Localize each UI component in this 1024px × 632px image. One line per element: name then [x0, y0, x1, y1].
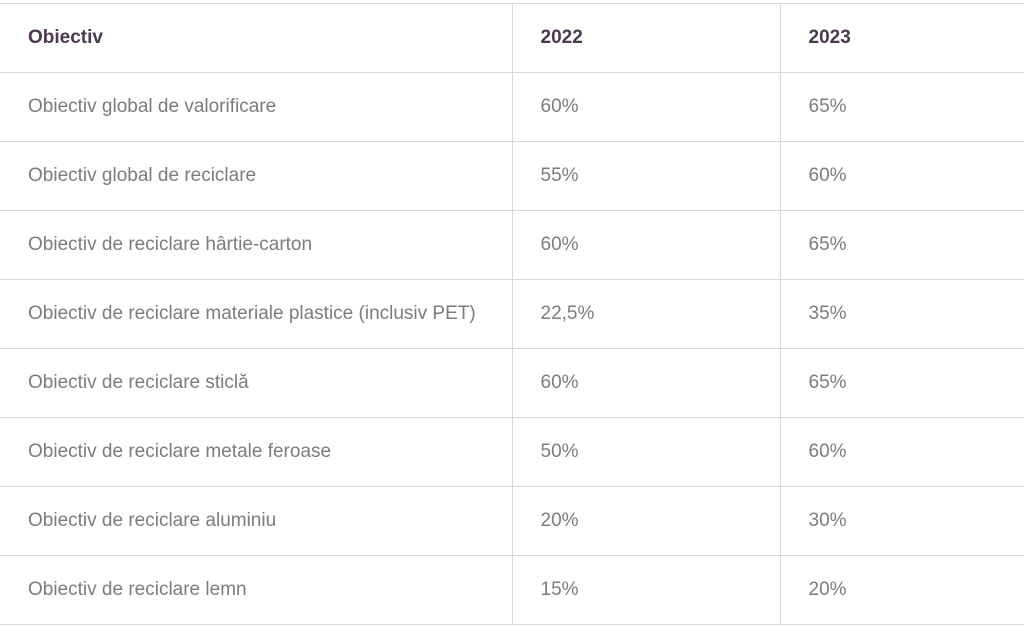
value-2023-cell: 20% — [780, 555, 1024, 625]
value-2022-cell: 50% — [512, 417, 781, 487]
value-2022-cell: 60% — [512, 210, 781, 280]
value-2022-cell: 20% — [512, 486, 781, 556]
value-2023-cell: 65% — [780, 72, 1024, 142]
recycling-targets-table: Obiectiv 2022 2023 Obiectiv global de va… — [0, 3, 1024, 625]
table-row: Obiectiv global de valorificare 60% 65% — [0, 72, 1024, 142]
table-row: Obiectiv de reciclare materiale plastice… — [0, 279, 1024, 349]
value-2023-cell: 65% — [780, 210, 1024, 280]
table-row: Obiectiv de reciclare sticlă 60% 65% — [0, 348, 1024, 418]
value-2022-cell: 55% — [512, 141, 781, 211]
value-2023-cell: 60% — [780, 141, 1024, 211]
table-header-row: Obiectiv 2022 2023 — [0, 3, 1024, 73]
table-row: Obiectiv de reciclare lemn 15% 20% — [0, 555, 1024, 625]
header-cell-2022: 2022 — [512, 3, 781, 73]
objective-cell: Obiectiv de reciclare aluminiu — [0, 486, 513, 556]
objective-cell: Obiectiv de reciclare materiale plastice… — [0, 279, 513, 349]
header-cell-2023: 2023 — [780, 3, 1024, 73]
value-2023-cell: 65% — [780, 348, 1024, 418]
table-row: Obiectiv global de reciclare 55% 60% — [0, 141, 1024, 211]
header-cell-objective: Obiectiv — [0, 3, 513, 73]
objective-cell: Obiectiv de reciclare sticlă — [0, 348, 513, 418]
objective-cell: Obiectiv global de valorificare — [0, 72, 513, 142]
objective-cell: Obiectiv de reciclare lemn — [0, 555, 513, 625]
value-2022-cell: 22,5% — [512, 279, 781, 349]
value-2022-cell: 15% — [512, 555, 781, 625]
value-2022-cell: 60% — [512, 348, 781, 418]
objective-cell: Obiectiv de reciclare hârtie-carton — [0, 210, 513, 280]
table-row: Obiectiv de reciclare aluminiu 20% 30% — [0, 486, 1024, 556]
table-container: Obiectiv 2022 2023 Obiectiv global de va… — [0, 3, 1024, 625]
table-row: Obiectiv de reciclare metale feroase 50%… — [0, 417, 1024, 487]
table-row: Obiectiv de reciclare hârtie-carton 60% … — [0, 210, 1024, 280]
value-2023-cell: 60% — [780, 417, 1024, 487]
value-2023-cell: 35% — [780, 279, 1024, 349]
value-2023-cell: 30% — [780, 486, 1024, 556]
objective-cell: Obiectiv de reciclare metale feroase — [0, 417, 513, 487]
objective-cell: Obiectiv global de reciclare — [0, 141, 513, 211]
value-2022-cell: 60% — [512, 72, 781, 142]
